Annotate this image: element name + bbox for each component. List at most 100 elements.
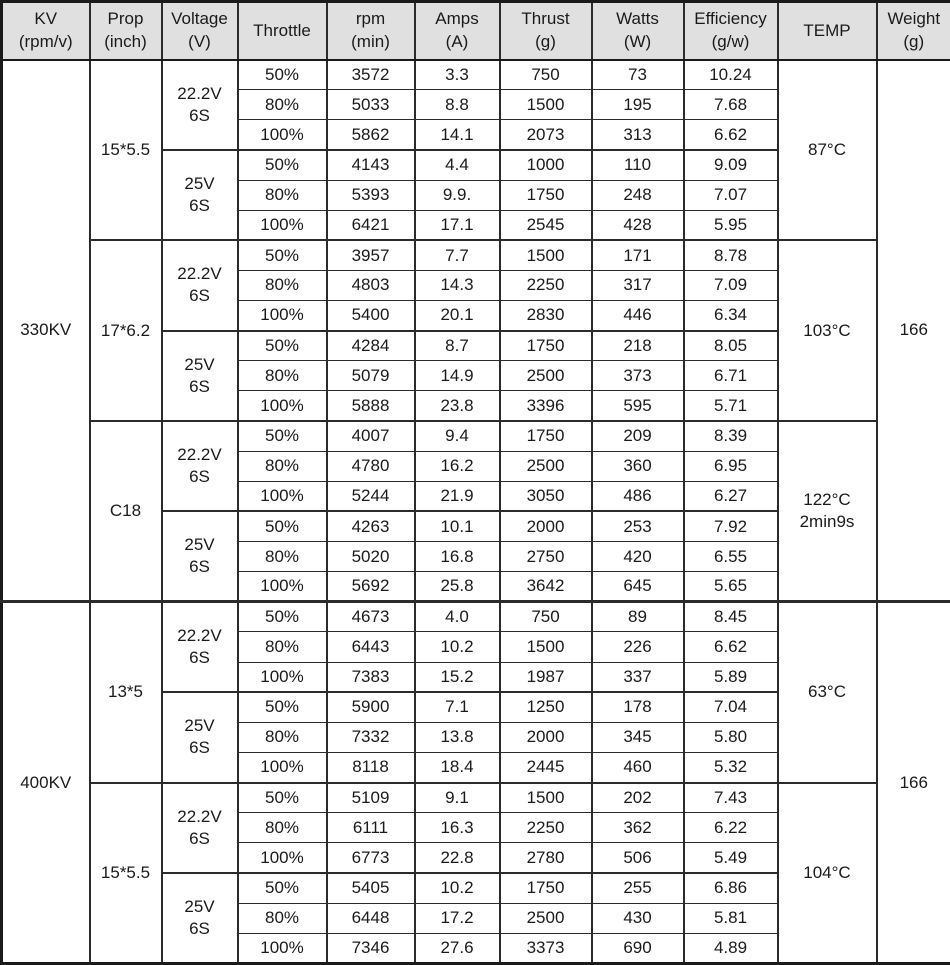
col-header-temp: TEMP (776, 1, 878, 61)
throttle-cell: 50% (236, 239, 328, 271)
efficiency-cell: 7.92 (682, 510, 779, 543)
table-row: 330KV 15*5.5 22.2V 6S 50% 3572 3.3 750 73 10.24 87… (0, 58, 950, 603)
amps-cell: 17.2 (413, 902, 501, 934)
watts-cell: 171 (590, 239, 685, 271)
efficiency-cell: 6.27 (682, 480, 779, 512)
voltage-cell-text: 6S (189, 105, 210, 125)
throttle-cell: 80% (236, 360, 328, 392)
amps-cell: 7.7 (413, 239, 501, 271)
voltage-cell: 22.2V 6S (160, 239, 239, 332)
thrust-cell: 2500 (498, 450, 593, 482)
rpm-cell: 6443 (325, 631, 416, 663)
table-row: 80% 6111 16.3 2250 362 6.22 (2, 812, 950, 844)
amps-cell: 16.8 (413, 540, 501, 573)
rpm-cell: 6448 (325, 902, 416, 934)
rpm-cell: 7346 (325, 932, 416, 965)
table-row: 80% 5079 14.9 2500 373 6.71 (2, 360, 950, 392)
thrust-cell: 1987 (498, 661, 593, 693)
efficiency-cell: 6.86 (682, 871, 779, 904)
amps-cell: 10.2 (413, 631, 501, 663)
table-row: 100% 5862 14.1 2073 313 6.62 (2, 119, 950, 151)
amps-cell: 9.1 (413, 781, 501, 814)
thrust-cell: 2780 (498, 842, 593, 874)
voltage-cell-text: 6S (189, 738, 210, 758)
col-header-kv-text: KV (34, 9, 58, 29)
table-row: 80% 7332 13.8 2000 345 5.80 (2, 721, 950, 753)
efficiency-cell: 6.22 (682, 812, 779, 844)
voltage-cell-text: 6S (189, 376, 210, 396)
amps-cell: 22.8 (413, 842, 501, 874)
throttle-cell: 100% (236, 932, 328, 965)
thrust-cell: 2500 (498, 360, 593, 392)
watts-cell: 362 (590, 812, 685, 844)
amps-cell: 23.8 (413, 390, 501, 422)
table-row: 17*6.2 22.2V 6S 50% 3957 7.7 1500 171 8.78 103°C (2, 239, 950, 422)
watts-cell: 460 (590, 751, 685, 784)
thrust-cell: 1500 (498, 631, 593, 663)
rpm-cell: 5400 (325, 299, 416, 332)
voltage-cell-text: 6S (189, 196, 210, 216)
voltage-cell: 22.2V 6S (160, 58, 239, 151)
weight-cell: 166 (875, 58, 950, 603)
throttle-cell: 80% (236, 450, 328, 482)
amps-cell: 4.4 (413, 148, 501, 181)
thrust-cell: 3373 (498, 932, 593, 965)
thrust-cell: 1750 (498, 179, 593, 211)
rpm-cell: 4673 (325, 600, 416, 633)
rpm-cell: 5020 (325, 540, 416, 573)
watts-cell: 428 (590, 209, 685, 241)
efficiency-cell: 4.89 (682, 932, 779, 965)
amps-cell: 4.0 (413, 600, 501, 633)
prop-cell: 13*5 (88, 600, 163, 783)
temp-cell-text: 104°C (803, 862, 851, 882)
rpm-cell: 3957 (325, 239, 416, 271)
voltage-cell-text: 22.2V (177, 806, 222, 826)
kv-cell: 330KV (0, 58, 91, 603)
voltage-cell: 25V 6S (160, 510, 239, 603)
voltage-cell-text: 22.2V (177, 264, 222, 284)
throttle-cell: 50% (236, 600, 328, 633)
watts-cell: 226 (590, 631, 685, 663)
table-row: 25V 6S 50% 4263 10.1 2000 253 7.92 (2, 510, 950, 603)
thrust-cell: 3050 (498, 480, 593, 512)
amps-cell: 7.1 (413, 691, 501, 723)
col-header-weight: Weight (g) (875, 1, 950, 61)
efficiency-cell: 7.43 (682, 781, 779, 814)
amps-cell: 10.2 (413, 871, 501, 904)
thrust-cell: 3396 (498, 390, 593, 422)
throttle-cell: 80% (236, 902, 328, 934)
rpm-cell: 6421 (325, 209, 416, 241)
throttle-cell: 100% (236, 751, 328, 784)
watts-cell: 317 (590, 269, 685, 302)
amps-cell: 20.1 (413, 299, 501, 332)
col-header-watts-text: (W) (623, 31, 652, 51)
efficiency-cell: 6.71 (682, 360, 779, 392)
watts-cell: 209 (590, 419, 685, 452)
watts-cell: 373 (590, 360, 685, 392)
throttle-cell: 80% (236, 179, 328, 211)
throttle-cell: 100% (236, 842, 328, 874)
efficiency-cell: 5.89 (682, 661, 779, 693)
efficiency-cell: 5.80 (682, 721, 779, 753)
thrust-cell: 2750 (498, 540, 593, 573)
table-row: 80% 6443 10.2 1500 226 6.62 (2, 631, 950, 663)
col-header-kv-text: (rpm/v) (18, 31, 73, 51)
rpm-cell: 3572 (325, 58, 416, 91)
col-header-temp-text: TEMP (803, 20, 851, 40)
temp-cell: 63°C (776, 600, 878, 783)
col-header-prop-text: (inch) (104, 31, 147, 51)
rpm-cell: 5244 (325, 480, 416, 512)
throttle-cell: 100% (236, 119, 328, 151)
efficiency-cell: 5.71 (682, 390, 779, 422)
throttle-cell: 100% (236, 571, 328, 603)
efficiency-cell: 5.49 (682, 842, 779, 874)
throttle-cell: 50% (236, 871, 328, 904)
rpm-cell: 4284 (325, 329, 416, 362)
thrust-cell: 1000 (498, 148, 593, 181)
table-row: 25V 6S 50% 4284 8.7 1750 218 8.05 (2, 329, 950, 422)
throttle-cell: 80% (236, 269, 328, 302)
throttle-cell: 80% (236, 812, 328, 844)
col-header-amps: Amps (A) (413, 1, 501, 61)
watts-cell: 645 (590, 571, 685, 603)
